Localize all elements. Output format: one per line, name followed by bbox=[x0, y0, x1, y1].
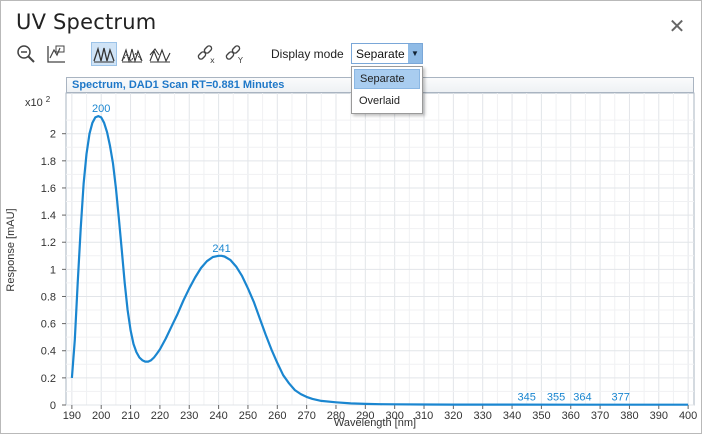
y-tick-label: 1.4 bbox=[41, 210, 56, 222]
chart-grid bbox=[66, 93, 694, 406]
chevron-down-icon[interactable]: ▼ bbox=[408, 44, 422, 63]
display-mode-select[interactable]: Separate ▼ bbox=[351, 43, 423, 64]
y-tick-label: 0.4 bbox=[41, 346, 56, 358]
svg-text:x: x bbox=[210, 56, 215, 64]
display-mode-label: Display mode bbox=[271, 47, 344, 61]
x-tick-label: 190 bbox=[63, 410, 81, 422]
y-tick-label: 1.2 bbox=[41, 237, 56, 249]
x-tick-label: 400 bbox=[679, 410, 697, 422]
x-tick-label: 200 bbox=[92, 410, 110, 422]
peak-label: 345 bbox=[518, 392, 536, 404]
x-tick-label: 290 bbox=[356, 410, 374, 422]
x-axis-ticks: 190 200 210 220 230 240 250 260 270 280 290 300 310 3… bbox=[63, 405, 697, 422]
y-tick-label: 1 bbox=[50, 264, 56, 276]
close-icon[interactable]: ✕ bbox=[668, 16, 686, 38]
x-tick-label: 210 bbox=[121, 410, 139, 422]
autoscale-icon[interactable] bbox=[44, 42, 68, 66]
x-tick-label: 310 bbox=[415, 410, 433, 422]
y-tick-label: 1.8 bbox=[41, 156, 56, 168]
peak-label: 364 bbox=[573, 392, 591, 404]
x-tick-label: 280 bbox=[327, 410, 345, 422]
peak-label: 200 bbox=[92, 103, 110, 115]
y-tick-label: 1.6 bbox=[41, 183, 56, 195]
x-tick-label: 220 bbox=[151, 410, 169, 422]
x-tick-label: 230 bbox=[180, 410, 198, 422]
y-axis-ticks: 0 0.2 0.4 0.6 0.8 1 1.2 1.4 1.6 1.8 2 bbox=[41, 129, 66, 412]
peak-label: 355 bbox=[547, 392, 565, 404]
zoom-out-icon[interactable] bbox=[15, 42, 37, 66]
y-tick-label: 2 bbox=[50, 129, 56, 141]
display-mode-dropdown: Separate Overlaid bbox=[351, 66, 423, 114]
svg-text:Y: Y bbox=[237, 56, 243, 64]
x-tick-label: 300 bbox=[385, 410, 403, 422]
overlaid-mode-icon[interactable] bbox=[119, 42, 145, 66]
chart-title: Spectrum, DAD1 Scan RT=0.881 Minutes bbox=[72, 79, 285, 91]
dropdown-option-overlaid[interactable]: Overlaid bbox=[359, 95, 400, 107]
dropdown-option-separate[interactable]: Separate bbox=[354, 69, 420, 89]
y-tick-label: 0.8 bbox=[41, 291, 56, 303]
display-mode-value: Separate bbox=[356, 47, 405, 61]
x-tick-label: 380 bbox=[620, 410, 638, 422]
link-y-icon[interactable]: Y bbox=[223, 42, 247, 66]
x-tick-label: 350 bbox=[532, 410, 550, 422]
x-tick-label: 320 bbox=[444, 410, 462, 422]
stacked-mode-icon[interactable] bbox=[147, 42, 173, 66]
spectrum-line bbox=[70, 114, 689, 406]
x-tick-label: 370 bbox=[591, 410, 609, 422]
x-tick-label: 390 bbox=[650, 410, 668, 422]
y-tick-label: 0.6 bbox=[41, 319, 56, 331]
x-tick-label: 270 bbox=[297, 410, 315, 422]
x-tick-label: 260 bbox=[268, 410, 286, 422]
separate-mode-icon[interactable] bbox=[91, 42, 117, 66]
peak-labels: 200 241 345 355 364 377 bbox=[92, 103, 630, 404]
y-tick-label: 0 bbox=[50, 400, 56, 412]
x-tick-label: 340 bbox=[503, 410, 521, 422]
x-tick-label: 250 bbox=[239, 410, 257, 422]
y-axis-label: Response [mAU] bbox=[5, 208, 17, 291]
window-title: UV Spectrum bbox=[16, 10, 157, 34]
x-axis-label: Wavelength [nm] bbox=[334, 417, 416, 429]
x-tick-label: 330 bbox=[474, 410, 492, 422]
x-tick-label: 240 bbox=[209, 410, 227, 422]
peak-label: 241 bbox=[212, 243, 230, 255]
y-multiplier: x10 2 bbox=[25, 95, 51, 109]
peak-label: 377 bbox=[611, 392, 629, 404]
x-tick-label: 360 bbox=[562, 410, 580, 422]
link-x-icon[interactable]: x bbox=[195, 42, 219, 66]
y-tick-label: 0.2 bbox=[41, 373, 56, 385]
chart-series bbox=[70, 114, 689, 406]
